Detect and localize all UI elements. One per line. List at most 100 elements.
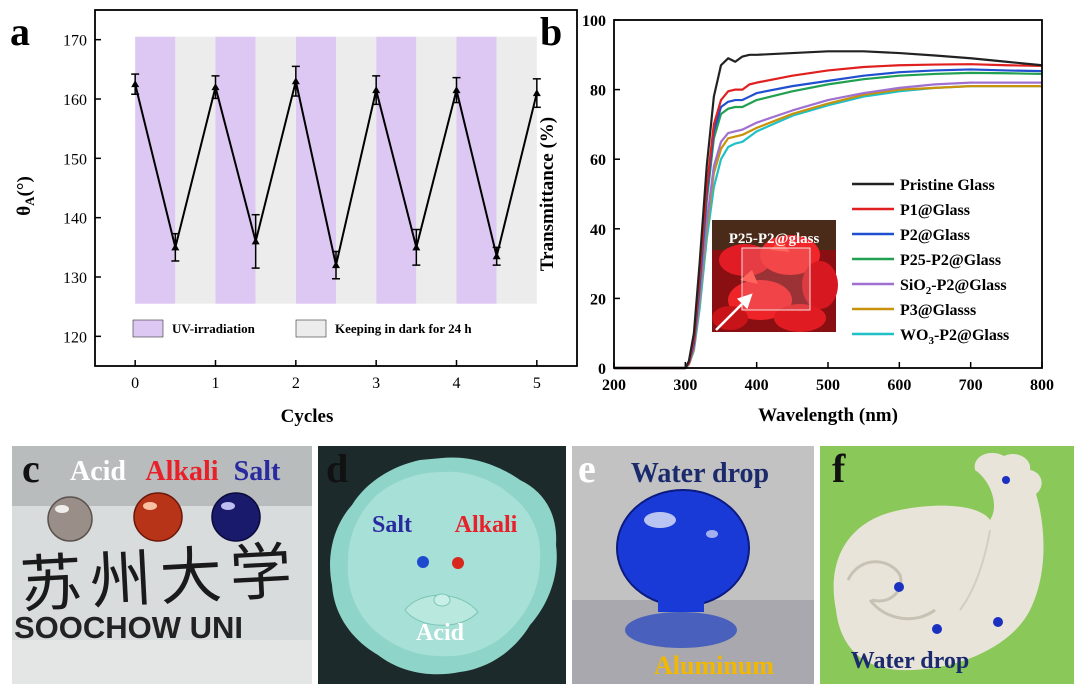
drop-label-salt: Salt [234,456,281,487]
x-tick-label: 4 [453,375,461,392]
series-line [614,50,1043,370]
x-tick-label: 0 [131,375,139,392]
panel-e-label: e [578,446,596,491]
label-water-drop: Water drop [631,458,769,489]
water-drop-4 [993,617,1003,627]
dark-band [496,36,537,304]
y-tick-label: 160 [63,92,87,109]
uv-band [215,36,256,304]
plot-frame [94,9,578,367]
y-axis-label: θA(°) [14,176,37,216]
data-point [532,89,541,97]
label-alkali: Alkali [455,512,518,538]
legend-label: Pristine Glass [900,177,995,194]
transmittance-series [614,50,1043,370]
data-point [452,86,461,94]
alkali-drop [452,557,464,569]
data-point [332,261,340,269]
legend-label: P25-P2@Glass [900,252,1001,269]
contact-angle-series [131,65,541,280]
data-point [492,252,501,260]
panel-f-photo: f Water drop [820,446,1074,684]
legend-label: SiO2-P2@Glass [900,277,1007,297]
x-tick-label: 600 [887,377,911,394]
label-aluminum: Aluminum [654,651,774,680]
data-point [251,237,260,245]
label-salt: Salt [372,512,412,538]
label-acid: Acid [416,620,465,646]
x-tick-label: 1 [212,375,220,392]
svg-text:苏州大学: 苏州大学 [18,534,301,622]
x-tick-label: 200 [602,377,626,394]
y-tick-label: 130 [63,270,87,287]
y-tick-label: 60 [590,152,606,169]
data-point [211,83,220,91]
inset-label: P25-P2@glass [729,231,820,247]
drop-label-acid: Acid [70,456,126,487]
water-drop-3 [932,624,942,634]
panel-c-photo: 苏州大学 SOOCHOW UNI c Acid Alkali Salt [12,446,312,684]
data-point [291,77,300,85]
legend-label-dark: Keeping in dark for 24 h [335,321,472,336]
y-tick-label: 40 [590,222,606,239]
label-water-drop: Water drop [851,648,969,674]
alkali-drop [133,492,183,542]
panel-f-label: f [832,446,846,491]
legend-label: P2@Glass [900,227,970,244]
data-point [372,86,381,94]
y-tick-label: 0 [598,361,606,378]
panel-e-photo: e Water drop Aluminum [572,446,814,684]
plot-frame [613,19,1043,369]
y-tick-label: 80 [590,83,606,100]
x-tick-label: 5 [533,375,541,392]
panel-a: a 120 130 140 150 160 170 0 1 2 3 4 5 UV-irradiatio… [10,9,578,427]
y-tick-label: 120 [63,329,87,346]
dark-band [336,36,377,304]
salt-drop [211,492,261,542]
data-point [412,243,421,251]
university-logo-text: SOOCHOW UNI [14,610,243,645]
water-drop [616,489,750,648]
legend: UV-irradiation Keeping in dark for 24 h [132,319,472,338]
x-axis-label: Wavelength (nm) [758,405,898,426]
x-tick-label: 500 [816,377,840,394]
legend-swatch-dark [295,319,327,338]
axis-ticks: 0 20 40 60 80 100 200 300 400 500 600 700 800 [582,13,1054,394]
acid-drop [47,496,93,542]
data-point [171,243,180,251]
x-axis-label: Cycles [281,406,334,427]
x-tick-label: 300 [673,377,697,394]
panel-b-label: b [540,9,562,54]
panel-c-label: c [22,446,40,491]
y-tick-label: 140 [63,211,87,228]
legend-swatch-uv [132,319,164,338]
salt-drop [417,556,429,568]
ceramic-rooster [833,452,1044,671]
water-drop-1 [1002,476,1010,484]
y-tick-label: 100 [582,13,606,30]
x-tick-label: 3 [372,375,380,392]
legend: Pristine Glass P1@Glass P2@Glass P25-P2@Gla… [852,177,1009,347]
dark-band [255,36,296,304]
uv-band [135,36,176,304]
y-tick-label: 20 [590,291,606,308]
legend-label-uv: UV-irradiation [172,321,256,336]
y-axis-label: Transmittance (%) [537,117,558,271]
calligraphy-text: 苏州大学 [18,534,301,622]
y-tick-label: 150 [63,151,87,168]
data-point [131,80,140,88]
x-tick-label: 400 [745,377,769,394]
panel-d-photo: d Salt Alkali Acid [318,446,566,684]
axis-ticks: 120 130 140 150 160 170 0 1 2 3 4 5 [63,33,541,392]
y-tick-label: 170 [63,33,87,50]
panel-b: b 0 20 40 60 80 100 200 300 400 500 600 700 800 Wave… [537,9,1054,426]
legend-label: P3@Glasss [900,302,976,319]
panel-d-label: d [326,446,348,491]
x-tick-label: 800 [1030,377,1054,394]
inset-flower-photo: P25-P2@glass [712,220,838,332]
x-tick-label: 2 [292,375,300,392]
panel-a-label: a [10,9,30,54]
legend-label: P1@Glass [900,202,970,219]
drop-label-alkali: Alkali [145,456,218,487]
